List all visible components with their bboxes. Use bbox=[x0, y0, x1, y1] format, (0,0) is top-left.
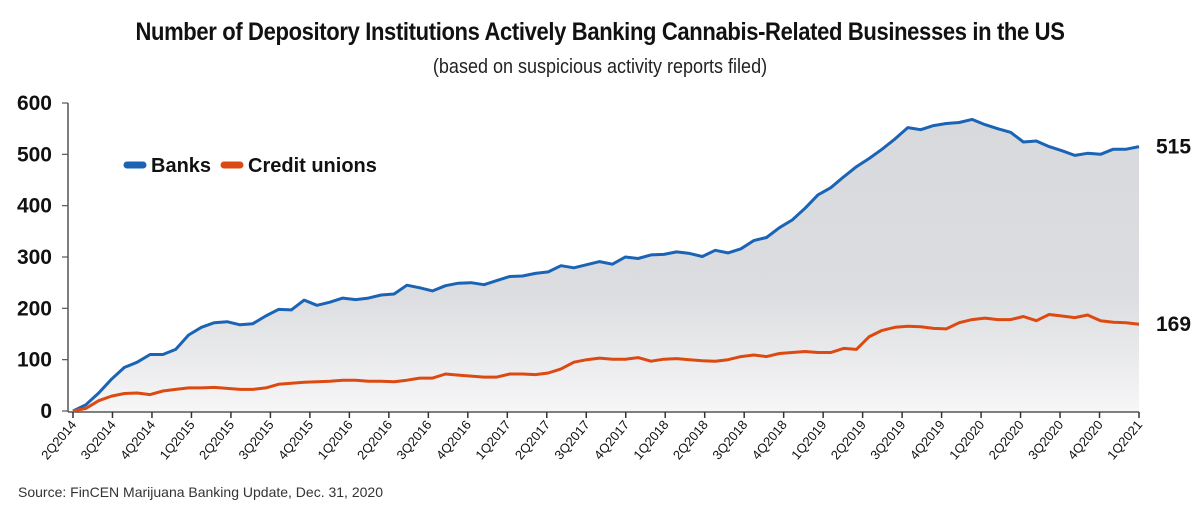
x-tick-label: 4Q2015 bbox=[275, 417, 316, 462]
legend-label-banks: Banks bbox=[151, 155, 211, 177]
x-tick-label: 1Q2021 bbox=[1104, 417, 1145, 462]
legend-label-credit-unions: Credit unions bbox=[248, 155, 377, 177]
x-tick-label: 3Q2014 bbox=[78, 417, 119, 462]
x-tick-label: 2Q2018 bbox=[670, 417, 711, 462]
x-tick-label: 3Q2018 bbox=[709, 417, 750, 462]
y-tick-label: 400 bbox=[17, 195, 52, 218]
x-tick-label: 4Q2019 bbox=[907, 417, 948, 462]
x-tick-label: 2Q2020 bbox=[986, 417, 1027, 462]
source-note: Source: FinCEN Marijuana Banking Update,… bbox=[18, 484, 383, 500]
y-tick-label: 200 bbox=[17, 297, 52, 320]
x-tick-label: 2Q2014 bbox=[38, 417, 79, 462]
x-tick-label: 2Q2015 bbox=[196, 417, 237, 462]
x-tick-label: 2Q2016 bbox=[354, 417, 395, 462]
y-tick-label: 500 bbox=[17, 143, 52, 166]
x-tick-label: 1Q2015 bbox=[157, 417, 198, 462]
chart-subtitle: (based on suspicious activity reports fi… bbox=[432, 56, 768, 78]
x-tick-label: 4Q2018 bbox=[749, 417, 790, 462]
x-tick-label: 4Q2016 bbox=[433, 417, 474, 462]
x-tick-label: 1Q2019 bbox=[788, 417, 829, 462]
x-tick-label: 1Q2016 bbox=[314, 417, 355, 462]
series-line-credit-unions bbox=[72, 313, 1140, 413]
x-tick-label: 3Q2015 bbox=[235, 417, 276, 462]
x-tick-label: 3Q2017 bbox=[551, 417, 592, 462]
series-line-banks bbox=[72, 117, 1140, 413]
y-tick-label: 300 bbox=[17, 246, 52, 269]
end-label-credit-unions: 169 bbox=[1156, 313, 1191, 336]
end-label-banks: 515 bbox=[1156, 136, 1191, 159]
chart-title: Number of Depository Institutions Active… bbox=[135, 18, 1065, 46]
y-tick-label: 0 bbox=[40, 400, 52, 423]
x-tick-label: 2Q2017 bbox=[512, 417, 553, 462]
x-tick-label: 1Q2018 bbox=[630, 417, 671, 462]
area-layer bbox=[73, 119, 1139, 412]
y-tick-label: 600 bbox=[17, 92, 52, 115]
x-tick-label: 3Q2019 bbox=[867, 417, 908, 462]
legend: Banks Credit unions bbox=[123, 155, 377, 177]
area-fill-banks bbox=[73, 119, 1139, 412]
x-tick-label: 3Q2016 bbox=[393, 417, 434, 462]
x-tick-label: 2Q2019 bbox=[828, 417, 869, 462]
x-tick-label: 4Q2017 bbox=[591, 417, 632, 462]
y-tick-label: 100 bbox=[17, 349, 52, 372]
lines-layer bbox=[72, 117, 1140, 413]
x-tick-label: 3Q2020 bbox=[1025, 417, 1066, 462]
x-tick-label: 4Q2020 bbox=[1065, 417, 1106, 462]
labels-layer: 515 169 bbox=[1156, 136, 1191, 337]
x-tick-label: 4Q2014 bbox=[117, 417, 158, 462]
x-tick-label: 1Q2020 bbox=[946, 417, 987, 462]
x-tick-label: 1Q2017 bbox=[472, 417, 513, 462]
